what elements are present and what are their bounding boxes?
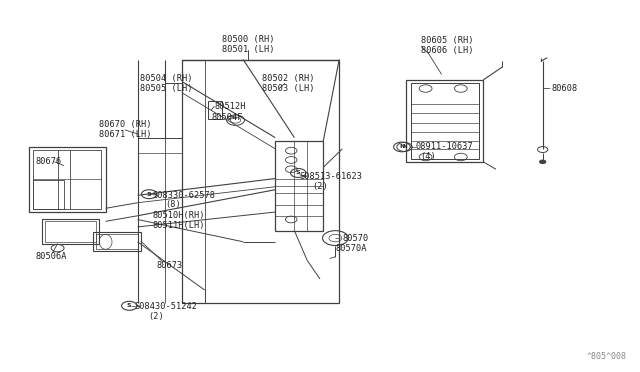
Text: 80570: 80570: [342, 234, 369, 243]
Bar: [33, 180, 64, 209]
Text: S08330-62578: S08330-62578: [152, 191, 215, 200]
Text: 80504 (RH): 80504 (RH): [140, 74, 192, 83]
Text: 80505 (LH): 80505 (LH): [140, 84, 192, 93]
Text: (2): (2): [148, 312, 164, 321]
Text: 80501 (LH): 80501 (LH): [222, 45, 275, 54]
Bar: [275, 141, 323, 231]
Text: 80506A: 80506A: [35, 252, 67, 261]
Bar: [182, 60, 339, 303]
Text: S: S: [127, 303, 132, 308]
Text: 80510H(RH): 80510H(RH): [152, 211, 205, 220]
Text: S: S: [296, 170, 301, 176]
Text: 80608: 80608: [552, 84, 578, 93]
Text: 08911-10637: 08911-10637: [415, 142, 473, 151]
Text: 80605 (RH): 80605 (RH): [421, 36, 474, 45]
Text: 80676: 80676: [35, 157, 61, 166]
Bar: [33, 150, 101, 209]
Text: 80671 (LH): 80671 (LH): [99, 130, 152, 139]
Text: 80504F: 80504F: [211, 113, 243, 122]
Text: 80673: 80673: [157, 262, 183, 270]
Text: 80606 (LH): 80606 (LH): [421, 46, 474, 55]
Text: (2): (2): [312, 182, 328, 191]
Circle shape: [540, 160, 546, 164]
Bar: [208, 101, 222, 119]
Text: 80500 (RH): 80500 (RH): [222, 35, 275, 44]
Text: ^805^008: ^805^008: [588, 352, 627, 361]
Bar: [42, 219, 99, 244]
Text: N: N: [399, 144, 404, 150]
Text: 80570A: 80570A: [336, 244, 367, 253]
Bar: [93, 232, 141, 251]
Bar: [29, 147, 106, 212]
Bar: [411, 83, 479, 159]
Text: 80511H(LH): 80511H(LH): [152, 221, 205, 230]
Text: S08430-51242: S08430-51242: [134, 302, 197, 311]
Text: 80670 (RH): 80670 (RH): [99, 120, 152, 129]
Text: S08513-61623: S08513-61623: [300, 172, 362, 181]
Text: (8): (8): [165, 200, 181, 209]
Text: S: S: [147, 192, 152, 197]
Text: 80512H: 80512H: [214, 102, 246, 110]
Bar: [96, 234, 138, 249]
Text: 80502 (RH): 80502 (RH): [262, 74, 315, 83]
Text: 80503 (LH): 80503 (LH): [262, 84, 315, 93]
Bar: [406, 80, 483, 162]
Bar: [45, 221, 96, 242]
Text: N: N: [402, 144, 407, 150]
Text: (4): (4): [420, 153, 436, 161]
